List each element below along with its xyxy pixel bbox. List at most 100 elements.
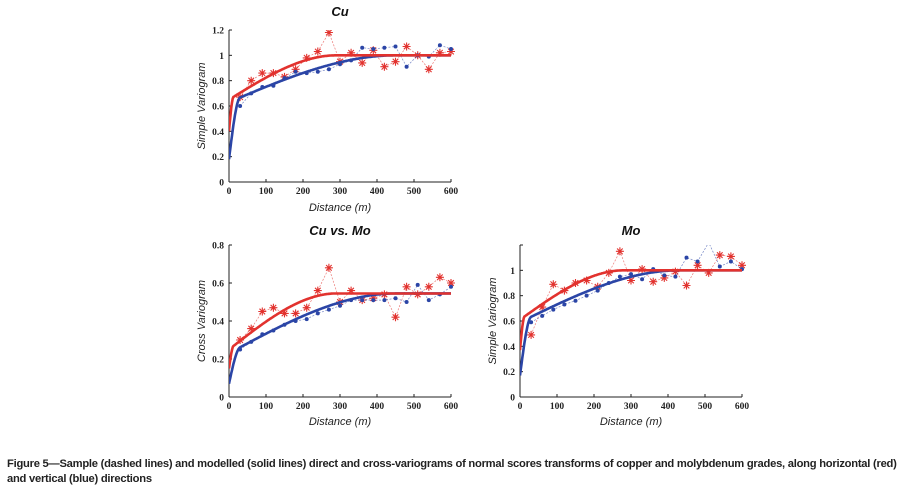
horizontal-sample-point [704, 268, 713, 277]
vertical-sample-point [717, 264, 722, 269]
y-tick-label: 0 [510, 394, 515, 404]
horizontal-sample-point [291, 65, 300, 74]
chart-title: Cu vs. Mo [309, 223, 370, 238]
vertical-sample-point [404, 300, 409, 304]
horizontal-sample-point [347, 48, 356, 57]
x-tick-label: 100 [259, 402, 274, 412]
x-axis-label: Distance (m) [309, 202, 372, 214]
vertical-sample-point [707, 240, 711, 244]
vertical-sample-point [437, 43, 442, 48]
horizontal-sample-point [402, 282, 411, 291]
series-group [229, 263, 455, 384]
horizontal-sample-point [424, 282, 433, 291]
horizontal-model-line [520, 269, 743, 351]
x-tick-label: 500 [407, 402, 422, 412]
x-tick-label: 300 [624, 402, 639, 412]
horizontal-sample-point [538, 303, 547, 312]
x-axis-label: Distance (m) [600, 416, 663, 428]
vertical-sample-point [426, 298, 431, 303]
x-tick-label: 200 [296, 402, 311, 412]
series-group [229, 30, 455, 160]
horizontal-sample-point [649, 277, 658, 286]
horizontal-sample-point [447, 279, 455, 287]
vertical-sample-point [326, 67, 331, 72]
vertical-sample-line [239, 284, 452, 350]
vertical-sample-point [673, 274, 678, 279]
horizontal-sample-line [530, 250, 743, 336]
plot-area [229, 263, 455, 384]
y-tick-label: 0.2 [212, 356, 224, 366]
x-tick-label: 0 [518, 402, 523, 412]
series-group [520, 240, 746, 376]
horizontal-sample-point [435, 273, 444, 282]
y-tick-label: 1 [510, 267, 515, 277]
x-tick-label: 300 [333, 187, 348, 197]
chart-cu: Cu Simple Variogram Distance (m) 0 100 200… [196, 4, 458, 214]
x-tick-label: 400 [370, 402, 385, 412]
tick-group: 0 100 200 300 400 500 600 0 0.2 0.4 0.6 0.8 1 1.2 [212, 27, 458, 198]
y-tick-label: 0.2 [212, 153, 224, 163]
vertical-sample-point [304, 317, 309, 322]
y-axis-label: Simple Variogram [196, 62, 208, 149]
x-tick-label: 0 [227, 187, 232, 197]
horizontal-sample-point [380, 62, 389, 71]
x-tick-label: 100 [550, 402, 565, 412]
horizontal-sample-point [247, 76, 256, 85]
y-tick-label: 0.6 [212, 280, 224, 290]
x-tick-label: 500 [698, 402, 713, 412]
x-tick-label: 200 [296, 187, 311, 197]
y-tick-label: 0.6 [503, 318, 515, 328]
vertical-sample-point [449, 284, 453, 289]
horizontal-sample-point [347, 286, 356, 295]
horizontal-sample-point [693, 261, 702, 270]
horizontal-sample-point [302, 53, 311, 62]
vertical-sample-point [371, 47, 376, 51]
vertical-sample-point [360, 298, 365, 303]
vertical-sample-point [540, 313, 545, 318]
y-tick-label: 0.4 [212, 128, 224, 138]
x-tick-label: 300 [333, 402, 348, 412]
vertical-sample-point [238, 104, 243, 108]
vertical-sample-point [551, 307, 556, 312]
horizontal-sample-point [447, 47, 455, 56]
vertical-sample-point [584, 293, 589, 298]
horizontal-sample-point [302, 303, 311, 312]
vertical-sample-point [315, 69, 320, 74]
horizontal-sample-line [239, 31, 452, 98]
chart-title: Mo [622, 223, 641, 238]
horizontal-sample-point [258, 307, 267, 316]
horizontal-sample-point [627, 276, 635, 285]
horizontal-sample-point [660, 273, 669, 282]
figure-caption: Figure 5—Sample (dashed lines) and model… [7, 458, 897, 485]
vertical-sample-point [393, 44, 398, 49]
horizontal-sample-point [527, 330, 536, 339]
x-tick-label: 500 [407, 187, 422, 197]
vertical-sample-point [415, 282, 420, 287]
tick-group: 0 100 200 300 400 500 600 0 0.2 0.4 0.6 0.8 1 [503, 244, 749, 412]
y-tick-label: 1 [219, 52, 224, 62]
horizontal-sample-point [258, 69, 267, 78]
horizontal-sample-point [313, 286, 322, 295]
horizontal-sample-point [402, 42, 411, 51]
vertical-sample-point [404, 64, 409, 69]
x-tick-label: 200 [587, 402, 602, 412]
horizontal-model-line [229, 54, 452, 132]
vertical-sample-point [338, 303, 342, 308]
vertical-sample-point [562, 302, 567, 307]
vertical-sample-point [393, 296, 398, 301]
vertical-sample-point [573, 298, 578, 303]
vertical-sample-point [449, 47, 453, 51]
y-axis-label: Simple Variogram [487, 277, 499, 364]
tick-group: 0 100 200 300 400 500 600 0 0.2 0.4 0.6 0.8 [212, 242, 458, 413]
x-tick-label: 100 [259, 187, 274, 197]
vertical-sample-point [360, 45, 365, 50]
y-tick-label: 0.4 [503, 343, 515, 353]
y-axis-label: Cross Variogram [196, 280, 208, 362]
vertical-sample-point [662, 273, 667, 278]
horizontal-sample-point [358, 58, 367, 67]
vertical-sample-point [382, 45, 387, 50]
vertical-sample-point [695, 259, 700, 264]
x-tick-label: 600 [444, 402, 459, 412]
vertical-sample-point [382, 298, 387, 303]
